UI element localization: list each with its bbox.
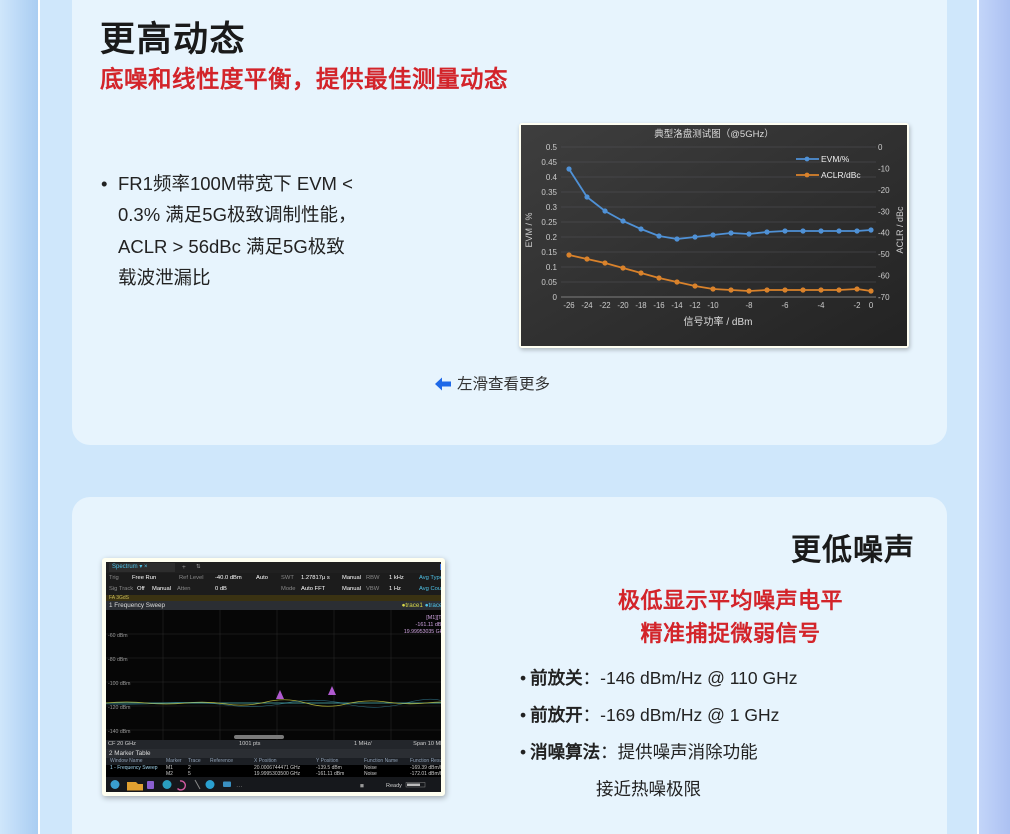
svg-text:-24: -24 [581, 301, 593, 310]
svg-text:-2: -2 [854, 301, 861, 310]
svg-text:-140 dBm: -140 dBm [108, 729, 131, 735]
svg-text:0.3: 0.3 [546, 203, 558, 212]
svg-text:0.1: 0.1 [546, 263, 558, 272]
svg-text:[M1][T1]: [M1][T1] [426, 615, 445, 621]
svg-text:0.25: 0.25 [541, 218, 557, 227]
svg-text:-10: -10 [878, 164, 890, 173]
svg-text:ACLR / dBc: ACLR / dBc [895, 206, 905, 254]
svg-text:-12: -12 [689, 301, 700, 310]
svg-text:EVM/%: EVM/% [821, 154, 850, 164]
svg-text:-30: -30 [878, 207, 890, 216]
svg-text:-80 dBm: -80 dBm [108, 657, 128, 663]
svg-text:0.35: 0.35 [541, 188, 557, 197]
svg-text:-16: -16 [653, 301, 664, 310]
svg-text:EVM / %: EVM / % [524, 212, 534, 247]
svg-text:-50: -50 [878, 250, 890, 259]
svg-text:19.99953035 GHz: 19.99953035 GHz [404, 629, 445, 635]
svg-text:-40: -40 [878, 229, 890, 238]
svg-text:0.5: 0.5 [546, 143, 558, 152]
svg-text:0.05: 0.05 [541, 278, 557, 287]
svg-text:-8: -8 [746, 301, 753, 310]
svg-text:-18: -18 [635, 301, 646, 310]
svg-text:0: 0 [553, 293, 558, 302]
svg-text:-22: -22 [599, 301, 610, 310]
svg-text:-20: -20 [878, 186, 890, 195]
svg-text:-100 dBm: -100 dBm [108, 681, 131, 687]
svg-text:ACLR/dBc: ACLR/dBc [821, 170, 861, 180]
svg-text:-20: -20 [617, 301, 629, 310]
svg-text:-70: -70 [878, 293, 890, 302]
svg-text:-60 dBm: -60 dBm [108, 633, 128, 639]
svg-text:Ready: Ready [386, 783, 402, 789]
svg-text:…: … [236, 782, 243, 789]
svg-text:-6: -6 [782, 301, 789, 310]
svg-text:-120 dBm: -120 dBm [108, 705, 131, 711]
svg-text:0.45: 0.45 [541, 158, 557, 167]
svg-text:-4: -4 [818, 301, 826, 310]
svg-text:-26: -26 [563, 301, 574, 310]
svg-text:-10: -10 [707, 301, 719, 310]
svg-text:0: 0 [878, 143, 883, 152]
svg-text:-60: -60 [878, 272, 890, 281]
svg-text:-161.11 dBm: -161.11 dBm [416, 622, 445, 628]
svg-text:0.2: 0.2 [546, 233, 558, 242]
svg-text:典型洛盘测试图（@5GHz）: 典型洛盘测试图（@5GHz） [654, 128, 773, 140]
svg-text:0: 0 [869, 301, 874, 310]
svg-text:◼: ◼ [360, 783, 364, 789]
svg-text:0.4: 0.4 [546, 173, 558, 182]
svg-text:信号功率 / dBm: 信号功率 / dBm [684, 315, 753, 328]
svg-text:0.15: 0.15 [541, 248, 557, 257]
svg-text:-14: -14 [671, 301, 683, 310]
